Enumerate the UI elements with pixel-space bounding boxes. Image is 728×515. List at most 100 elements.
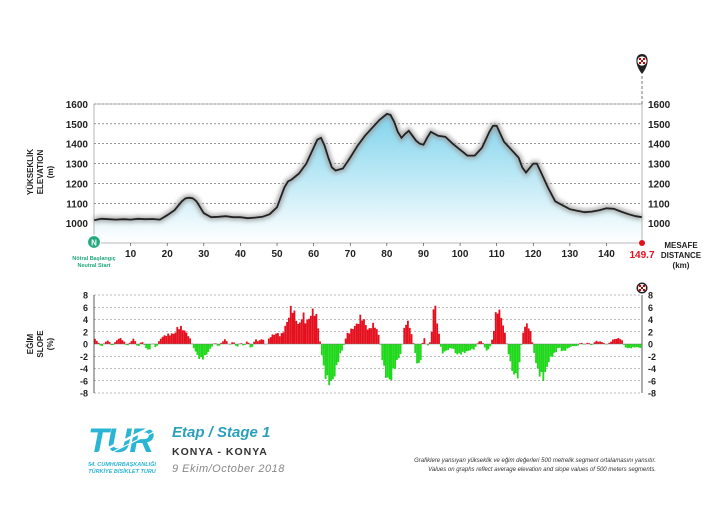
elevation-x-ticks: 10 20 30 40 50 60 70 80 90 100 110 120 130 140 xyxy=(125,243,615,260)
slope-bar xyxy=(352,328,354,344)
slope-bar xyxy=(520,344,523,345)
slope-bar xyxy=(187,336,190,344)
slope-bar xyxy=(575,344,578,347)
slope-bar xyxy=(97,342,100,344)
elevation-y-tick: 1500 xyxy=(648,120,671,131)
slope-bar xyxy=(183,330,186,344)
slope-bar xyxy=(529,330,532,344)
slope-bar xyxy=(295,320,298,344)
elevation-y-tick: 1300 xyxy=(66,160,89,171)
slope-bar xyxy=(590,344,592,345)
elevation-y-tick: 1500 xyxy=(66,120,89,131)
slope-bar xyxy=(288,317,290,344)
slope-bar xyxy=(525,323,528,344)
slope-bar xyxy=(514,344,517,374)
finish-distance: 149.7 xyxy=(629,250,654,261)
elevation-y-tick: 1100 xyxy=(648,199,670,210)
slope-y-tick: 4 xyxy=(648,315,653,325)
slope-bar xyxy=(617,337,620,344)
slope-bar xyxy=(447,344,450,350)
slope-bar xyxy=(633,344,636,348)
slope-bar xyxy=(275,333,278,344)
elevation-frame xyxy=(93,103,643,244)
slope-bar xyxy=(308,318,310,344)
slope-bar xyxy=(304,323,307,344)
slope-bar xyxy=(207,344,210,352)
slope-bar xyxy=(255,339,257,344)
slope-bar xyxy=(599,341,601,344)
slope-bar xyxy=(419,344,422,361)
slope-bar xyxy=(434,305,437,344)
slope-bar xyxy=(445,344,448,351)
slope-bar xyxy=(169,335,171,344)
slope-ylabel-en: SLOPE xyxy=(36,330,45,358)
slope-bar xyxy=(421,342,424,344)
slope-bar xyxy=(262,339,265,344)
slope-bar xyxy=(167,333,170,344)
slope-bar xyxy=(289,305,292,344)
slope-y-tick: 6 xyxy=(648,303,653,313)
slope-bar xyxy=(438,333,440,344)
slope-bar xyxy=(482,343,484,344)
slope-bars xyxy=(94,305,642,386)
slope-bar xyxy=(621,340,623,344)
slope-bar xyxy=(148,344,151,350)
slope-bar xyxy=(370,328,373,344)
stage-route: KONYA - KONYA xyxy=(172,446,268,458)
elevation-x-tick: 120 xyxy=(525,249,542,260)
slope-bar xyxy=(99,344,102,346)
slope-bar xyxy=(331,344,334,380)
slope-bar xyxy=(216,344,219,346)
slope-bar xyxy=(159,338,162,344)
slope-bar xyxy=(309,315,312,344)
slope-bar xyxy=(476,343,479,344)
slope-bar xyxy=(555,344,558,353)
slope-bar xyxy=(428,342,431,344)
slope-bar xyxy=(560,344,563,352)
elevation-x-tick: 60 xyxy=(308,249,320,260)
slope-bar xyxy=(203,344,206,356)
slope-bar xyxy=(586,342,589,344)
slope-bar xyxy=(507,344,510,355)
distance-label-en: DISTANCE xyxy=(661,251,702,260)
slope-y-tick: -6 xyxy=(648,376,656,386)
slope-bar xyxy=(392,344,395,369)
slope-bar xyxy=(205,344,208,355)
slope-bar xyxy=(236,344,239,347)
slope-bar xyxy=(313,315,316,344)
slope-bar xyxy=(165,336,168,344)
slope-bar xyxy=(467,344,470,351)
slope-bar xyxy=(544,344,547,372)
slope-bar xyxy=(630,344,633,349)
slope-bar xyxy=(234,344,237,346)
slope-bar xyxy=(540,344,543,373)
slope-bar xyxy=(568,344,570,348)
slope-bar xyxy=(337,344,340,362)
slope-bar xyxy=(516,344,519,379)
slope-bar xyxy=(619,339,622,344)
slope-bar xyxy=(178,329,181,344)
slope-bar xyxy=(474,344,477,347)
slope-bar xyxy=(101,344,104,347)
neutral-start-label-en: Neutral Start xyxy=(77,263,110,269)
slope-bar xyxy=(128,342,131,344)
slope-bar xyxy=(222,341,224,344)
footnote-en: Values on graphs reflect average elevati… xyxy=(428,467,656,473)
slope-bar xyxy=(245,341,248,344)
stage-label: Etap / Stage 1 xyxy=(172,424,270,441)
slope-bar xyxy=(273,334,276,344)
slope-bar xyxy=(610,341,612,344)
neutral-start-label-tr: Nötral Başlangıç xyxy=(72,256,115,262)
slope-bar xyxy=(632,344,634,348)
slope-bar xyxy=(145,344,148,349)
slope-y-tick: 0 xyxy=(83,340,88,350)
slope-bar xyxy=(286,322,289,344)
slope-bar xyxy=(253,341,256,344)
distance-label-unit: (km) xyxy=(673,261,690,270)
slope-bar xyxy=(577,344,580,346)
slope-bar xyxy=(233,342,235,344)
elevation-x-tick: 140 xyxy=(598,249,615,260)
slope-bar xyxy=(493,330,495,344)
logo-edition: 54. CUMHURBAŞKANLIĞI xyxy=(88,460,156,468)
slope-bar xyxy=(189,338,192,344)
